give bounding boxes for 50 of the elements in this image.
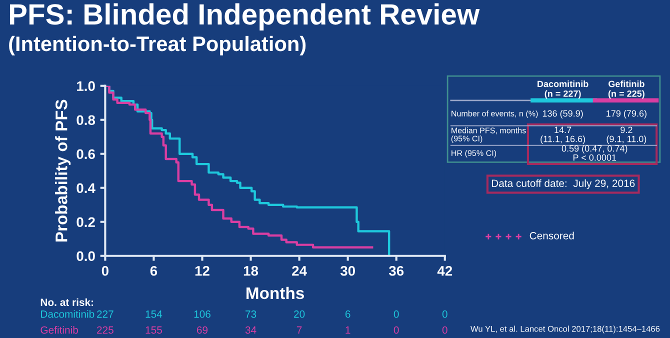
x-tick-label: 6: [150, 266, 158, 276]
y-tick-label: 0.8: [76, 115, 96, 126]
y-tick-label: 1.0: [77, 81, 95, 92]
text: 69: [196, 326, 208, 334]
text: Dacomitinib (n = 227): [538, 80, 588, 99]
text: 6: [345, 310, 350, 318]
y-axis-title: Probability of PFS: [55, 100, 71, 242]
y-tick-label: 0.0: [76, 251, 95, 262]
y-tick-label: 0.6: [76, 149, 95, 160]
text: Gefitinib: [40, 326, 78, 334]
text: 7: [296, 326, 302, 334]
text: 34: [245, 326, 256, 334]
text: 1: [346, 326, 350, 334]
text: 0: [394, 310, 399, 318]
text: Dacomitinib: [41, 310, 94, 318]
text: Censored: [530, 232, 574, 240]
text: 227: [97, 310, 114, 318]
text: 73: [246, 310, 256, 318]
text: 106: [194, 310, 210, 318]
text: 14.7 (11.1, 16.6): [540, 126, 585, 144]
text: 225: [97, 326, 114, 334]
text: Data cutoff date: July 29, 2016: [492, 179, 635, 190]
text: HR (95% CI): [452, 150, 496, 158]
text: 179 (79.6): [606, 110, 646, 118]
x-tick-label: 12: [195, 266, 210, 276]
text: 0: [394, 326, 399, 334]
x-tick-label: 42: [437, 266, 452, 276]
text: 155: [146, 326, 162, 334]
text: 20: [294, 310, 305, 318]
text: 9.2 (9.1, 11.0): [606, 126, 646, 144]
text: No. at risk:: [40, 298, 94, 306]
text: Gefitinib (n = 225): [608, 80, 644, 99]
x-tick-label: 0: [102, 266, 108, 276]
x-tick-label: 24: [292, 266, 307, 276]
chart-subtitle: (Intention-to-Treat Population): [9, 36, 306, 56]
text: Number of events, n (%): [452, 110, 538, 118]
x-tick-label: 36: [388, 266, 404, 276]
text: 0.59 (0.47, 0.74) P < 0.0001: [562, 145, 628, 161]
chart-title: PFS: Blinded Independent Review: [10, 3, 480, 30]
text: Median PFS, months (95% CI): [451, 127, 526, 143]
x-tick-label: 18: [244, 266, 258, 276]
x-tick-label: 30: [340, 266, 355, 276]
text: 0: [442, 326, 448, 334]
text: 0: [442, 310, 448, 318]
text: 154: [146, 310, 162, 318]
y-tick-label: 0.4: [76, 183, 96, 194]
x-axis-title: Months: [246, 286, 304, 300]
y-tick-label: 0.2: [76, 217, 95, 228]
text: Wu YL, et al. Lancet Oncol 2017;18(11):1454–1466: [470, 326, 660, 334]
text: 136 (59.9): [542, 110, 583, 118]
